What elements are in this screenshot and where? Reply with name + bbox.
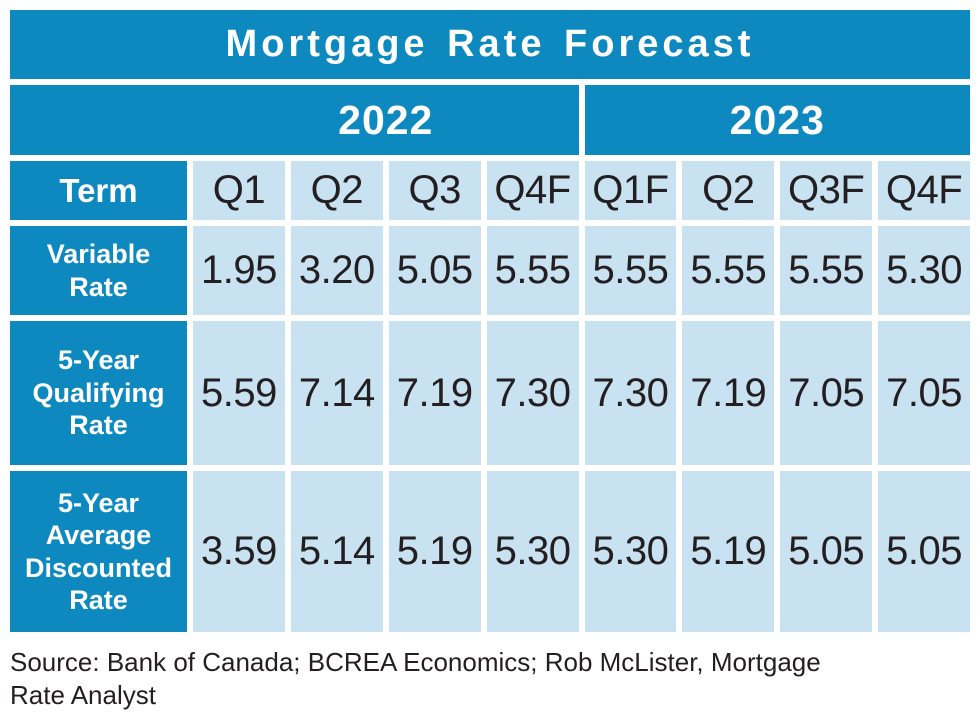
value-qualifying-2023-q3f: 7.05 <box>780 321 873 465</box>
value-discounted-2023-q2: 5.19 <box>682 471 775 632</box>
source-note-line-1: Source: Bank of Canada; BCREA Economics;… <box>10 647 821 677</box>
row-label-variable-rate: Variable Rate <box>10 226 187 315</box>
mortgage-rate-forecast-table: Mortgage Rate Forecast 2022 2023 Term Q1… <box>10 10 970 632</box>
value-variable-rate-2023-q4f: 5.30 <box>878 226 970 315</box>
value-discounted-2022-q4f: 5.30 <box>486 471 579 632</box>
value-variable-rate-2022-q2: 3.20 <box>290 226 383 315</box>
year-2022-label: 2022 <box>338 96 434 143</box>
quarter-header-2022-q3: Q3 <box>388 161 481 220</box>
value-discounted-2022-q3: 5.19 <box>388 471 481 632</box>
value-qualifying-2023-q4f: 7.05 <box>878 321 970 465</box>
row-label-5yr-avg-discounted-rate: 5-Year Average Discounted Rate <box>10 471 187 632</box>
value-variable-rate-2023-q1f: 5.55 <box>584 226 677 315</box>
value-qualifying-2022-q2: 7.14 <box>290 321 383 465</box>
table-title: Mortgage Rate Forecast <box>10 10 970 79</box>
value-variable-rate-2022-q3: 5.05 <box>388 226 481 315</box>
term-column-header: Term <box>10 161 187 220</box>
value-variable-rate-2023-q2: 5.55 <box>682 226 775 315</box>
source-note: Source: Bank of Canada; BCREA Economics;… <box>10 646 910 713</box>
value-variable-rate-2023-q3f: 5.55 <box>780 226 873 315</box>
quarter-header-2022-q2: Q2 <box>290 161 383 220</box>
quarter-header-2022-q4f: Q4F <box>486 161 579 220</box>
year-header-2022: 2022 <box>10 85 579 155</box>
value-qualifying-2022-q4f: 7.30 <box>486 321 579 465</box>
source-note-line-2: Rate Analyst <box>10 680 156 711</box>
value-qualifying-2022-q1: 5.59 <box>193 321 285 465</box>
quarter-header-2022-q1: Q1 <box>193 161 285 220</box>
value-variable-rate-2022-q4f: 5.55 <box>486 226 579 315</box>
value-qualifying-2022-q3: 7.19 <box>388 321 481 465</box>
value-discounted-2022-q2: 5.14 <box>290 471 383 632</box>
value-discounted-2022-q1: 3.59 <box>193 471 285 632</box>
value-discounted-2023-q1f: 5.30 <box>584 471 677 632</box>
quarter-header-2023-q3f: Q3F <box>780 161 873 220</box>
quarter-header-2023-q1f: Q1F <box>584 161 677 220</box>
value-discounted-2023-q4f: 5.05 <box>878 471 970 632</box>
value-qualifying-2023-q2: 7.19 <box>682 321 775 465</box>
quarter-header-2023-q2: Q2 <box>682 161 775 220</box>
year-header-2023: 2023 <box>584 85 970 155</box>
value-variable-rate-2022-q1: 1.95 <box>193 226 285 315</box>
value-qualifying-2023-q1f: 7.30 <box>584 321 677 465</box>
quarter-header-2023-q4f: Q4F <box>878 161 970 220</box>
value-discounted-2023-q3f: 5.05 <box>780 471 873 632</box>
row-label-5yr-qualifying-rate: 5-Year Qualifying Rate <box>10 321 187 465</box>
year-2023-label: 2023 <box>729 96 825 143</box>
